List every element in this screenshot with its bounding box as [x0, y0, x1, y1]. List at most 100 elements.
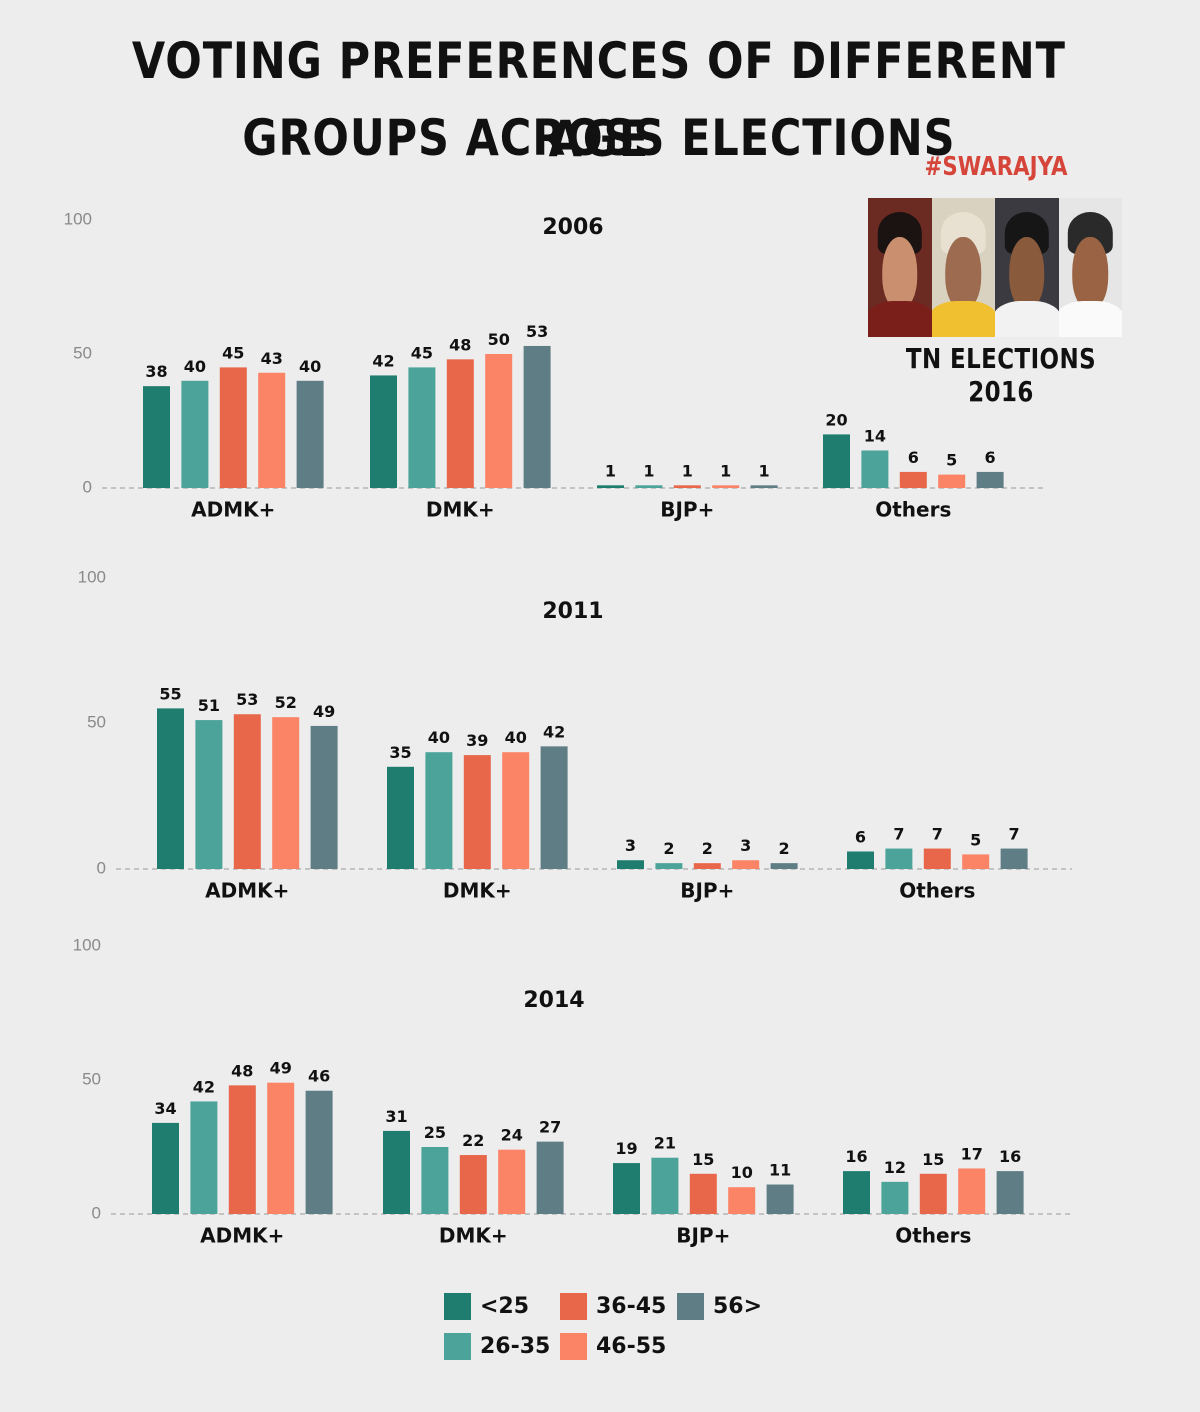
bar [463, 755, 491, 869]
bar [996, 1171, 1024, 1214]
bar-value-label: 40 [184, 357, 206, 376]
legend: <25 26-35 36-45 46-55 56> [444, 1290, 784, 1364]
bar-value-label: 42 [193, 1077, 215, 1096]
bar-value-label: 49 [313, 702, 335, 721]
bar [766, 1184, 794, 1214]
bar [258, 372, 286, 488]
bar-value-label: 2 [663, 839, 674, 858]
legend-label: 36-45 [596, 1294, 667, 1319]
y-tick-label: 0 [97, 858, 106, 877]
leader-photo-4 [1058, 198, 1122, 337]
legend-swatch [444, 1293, 471, 1320]
bar [459, 1155, 487, 1214]
bar-value-label: 55 [159, 684, 181, 703]
brand-hashtag: #SWARAJYA [924, 152, 1068, 182]
bar [408, 367, 436, 488]
bar-value-label: 1 [682, 461, 693, 480]
bar [938, 474, 966, 488]
panel-title: 2014 [523, 988, 584, 1013]
bar [651, 1157, 679, 1214]
bar-value-label: 49 [270, 1059, 292, 1078]
legend-label: <25 [480, 1294, 530, 1319]
bar-value-label: 48 [449, 335, 471, 354]
bar-value-label: 42 [543, 722, 565, 741]
bar [689, 1173, 717, 1214]
bar-value-label: 27 [539, 1118, 561, 1137]
bar [296, 380, 324, 488]
category-label: DMK+ [426, 498, 495, 522]
bar-value-label: 6 [908, 448, 919, 467]
bar [143, 386, 170, 488]
bar-value-label: 1 [759, 461, 770, 480]
bar [383, 1130, 410, 1214]
legend-item: 26-35 [444, 1333, 550, 1360]
bar [228, 1085, 256, 1214]
chart-title-line-1: VOTING PREFERENCES OF DIFFERENT AGE [131, 32, 1066, 168]
chart-title-line-2: GROUPS ACROSS ELECTIONS [242, 109, 956, 167]
y-tick-label: 0 [92, 1203, 101, 1222]
bar [823, 434, 850, 488]
bar-value-label: 40 [505, 728, 527, 747]
bar-value-label: 7 [932, 825, 943, 844]
legend-item: 36-45 [560, 1293, 666, 1320]
legend-swatch [677, 1293, 704, 1320]
bar-value-label: 40 [299, 357, 321, 376]
bar-value-label: 40 [428, 728, 450, 747]
bar-value-label: 16 [999, 1147, 1021, 1166]
bar-value-label: 24 [501, 1126, 523, 1145]
bar-value-label: 50 [488, 330, 510, 349]
y-tick-label: 50 [87, 712, 106, 731]
bar-value-label: 14 [864, 426, 886, 445]
bar-value-label: 15 [922, 1150, 944, 1169]
bar [370, 375, 397, 488]
leaders-photo-strip [868, 198, 1122, 337]
bar [502, 752, 530, 869]
bar [310, 725, 338, 869]
category-label: BJP+ [676, 1224, 730, 1248]
bar [881, 1181, 909, 1214]
bar-value-label: 5 [946, 451, 957, 470]
bar [272, 717, 300, 869]
category-label: ADMK+ [200, 1224, 284, 1248]
bar-value-label: 15 [692, 1150, 714, 1169]
bar [485, 354, 513, 488]
category-label: BJP+ [660, 498, 714, 522]
legend-item: 46-55 [560, 1333, 666, 1360]
bar-value-label: 51 [198, 696, 220, 715]
bar [635, 485, 663, 488]
bar-value-label: 7 [1009, 825, 1020, 844]
y-tick-label: 100 [78, 567, 106, 586]
bar-value-label: 11 [769, 1161, 791, 1180]
bar-value-label: 10 [731, 1163, 753, 1182]
bar [958, 1168, 986, 1214]
legend-swatch [560, 1333, 587, 1360]
bar-value-label: 12 [884, 1158, 906, 1177]
bar [861, 450, 889, 488]
category-label: BJP+ [680, 879, 734, 903]
bar-value-label: 53 [236, 690, 258, 709]
bar [267, 1082, 295, 1214]
bar-value-label: 21 [654, 1134, 676, 1153]
bar [446, 359, 474, 488]
bar [673, 485, 701, 488]
bar-value-label: 20 [825, 410, 847, 429]
bar [219, 367, 247, 488]
bar [976, 471, 1004, 488]
bar [843, 1171, 870, 1214]
leader-photo-3 [995, 198, 1059, 337]
bar [421, 1147, 449, 1214]
bar-value-label: 35 [389, 743, 411, 762]
bar [305, 1090, 333, 1214]
panel-title: 2006 [542, 215, 603, 240]
bar [190, 1101, 218, 1214]
bar [885, 848, 913, 869]
legend-label: 26-35 [480, 1334, 551, 1359]
bar-value-label: 3 [625, 836, 636, 855]
y-tick-label: 100 [73, 935, 101, 954]
bar [613, 1163, 640, 1214]
bar [540, 746, 568, 869]
bar [732, 860, 760, 869]
bar-value-label: 38 [145, 362, 167, 381]
bar-value-label: 46 [308, 1067, 330, 1086]
